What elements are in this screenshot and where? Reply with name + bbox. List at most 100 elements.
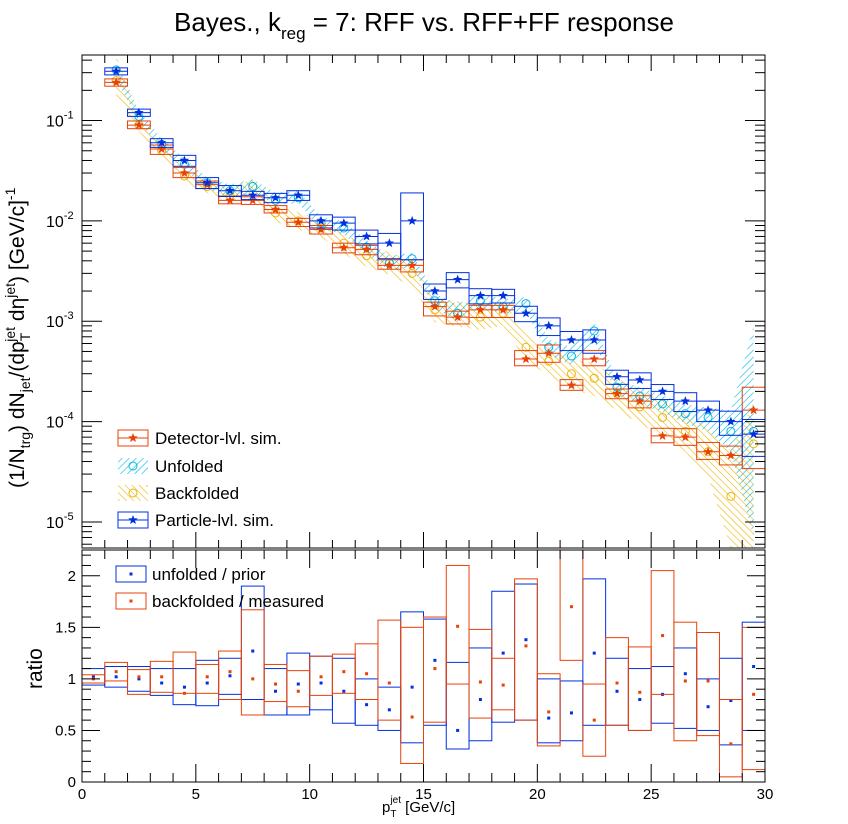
backfolded-ratio-box [286,670,311,708]
detector-point [680,432,691,442]
legend-entry: Particle-lvl. sim. [117,511,274,530]
detector-point [544,348,554,358]
legend-marker [129,572,133,576]
legend-swatch [115,565,147,583]
detector-point [521,354,531,364]
x-tick-label: 25 [643,786,660,803]
x-tick-label: 20 [529,786,546,803]
backfolded-ratio-point [638,690,642,694]
legend-label: Backfolded [155,484,239,503]
legend-entry: backfolded / measured [115,592,324,611]
particle-point [156,137,167,147]
legend-label: Unfolded [155,457,223,476]
backfolded-ratio-point [296,689,300,693]
backfolded-ratio-box [354,643,379,701]
backfolded-ratio-box [331,653,356,694]
detector-box [582,350,607,367]
legend-marker [128,461,138,471]
particle-point [748,429,759,439]
backfolded-point [544,356,554,366]
unfolded-ratio-point [205,681,209,685]
detector-point [498,304,508,314]
unfolded-ratio-point [752,665,756,669]
backfolded-ratio-point [456,624,460,628]
backfolded-ratio-point [433,667,437,671]
x-tick-label: 0 [78,786,86,803]
backfolded-ratio-box [468,628,493,719]
unfolded-ratio-point [114,675,118,679]
detector-point [361,244,372,254]
unfolded-point [680,409,690,419]
backfolded-point [111,76,121,86]
unfolded-ratio-box [491,590,516,723]
particle-point [293,190,303,200]
top-legend: Detector-lvl. sim. Unfolded Backfolded Part… [117,429,282,530]
unfolded-ratio-point [91,675,95,679]
particle-box [627,372,652,389]
backfolded-ratio-point [683,679,687,683]
unfolded-ratio-box [696,678,720,731]
backfolded-ratio-box [741,626,765,771]
backfolded-ratio-point [251,677,255,681]
particle-box [423,283,447,300]
unfolded-ratio-point [706,705,710,709]
particle-point [452,274,463,284]
bottom-y-tick-label: 2 [68,568,76,585]
unfolded-ratio-point [319,681,323,685]
backfolded-ratio-box [195,663,220,694]
unfolded-ratio-point [387,708,391,712]
detector-point [452,312,463,322]
detector-point [430,301,440,311]
detector-point [316,224,326,234]
particle-point [407,215,417,225]
particle-point [202,177,212,187]
legend-swatch [118,458,148,474]
backfolded-point [407,268,417,278]
particle-point [430,286,440,296]
unfolded-ratio-box [445,661,470,750]
unfolded-ratio-point [592,651,596,655]
particle-point [316,215,326,225]
top-panel: 10-5 10-4 10-3 10-2 10-1 [46,54,766,549]
backfolded-ratio-point [592,718,596,722]
unfolded-ratio-point [615,689,619,693]
top-y-tick-label: 10-2 [46,210,74,231]
legend-swatch [118,485,148,501]
detector-point [293,217,303,227]
particle-point [179,155,190,165]
unfolded-ratio-point [137,677,141,681]
backfolded-ratio-point [752,692,756,696]
particle-box [536,317,561,337]
detector-point [657,430,668,440]
unfolded-ratio-point [569,711,573,715]
backfolded-ratio-point [160,675,164,679]
unfolded-ratio-point [182,685,186,689]
particle-point [475,290,486,300]
backfolded-ratio-point [410,715,414,719]
unfolded-ratio-box [468,647,493,742]
top-y-axis-label: (1/Ntrg) dNjet/(dpTjet dηjet) [GeV/c]-1 [2,187,33,488]
legend-marker [128,433,138,442]
unfolded-ratio-box [559,680,584,742]
backfolded-ratio-point [547,710,551,714]
backfolded-ratio-point [478,680,482,684]
bottom-y-tick-label: 1 [68,671,76,688]
detector-point [703,446,713,456]
detector-point [339,242,349,252]
detector-point [270,204,281,214]
particle-point [680,396,691,406]
detector-point [635,396,645,406]
backfolded-ratio-point [205,675,209,679]
detector-point [225,195,235,205]
bottom-plot-content [82,550,765,778]
particle-point [248,190,258,200]
unfolded-ratio-point [274,689,278,693]
bottom-y-tick-label: 0 [68,774,76,791]
backfolded-ratio-point [661,634,665,638]
backfolded-ratio-point [274,682,278,686]
unfolded-ratio-point [365,703,369,707]
particle-point [361,231,372,241]
backfolded-ratio-point [228,670,232,674]
unfolded-ratio-point [456,728,460,732]
